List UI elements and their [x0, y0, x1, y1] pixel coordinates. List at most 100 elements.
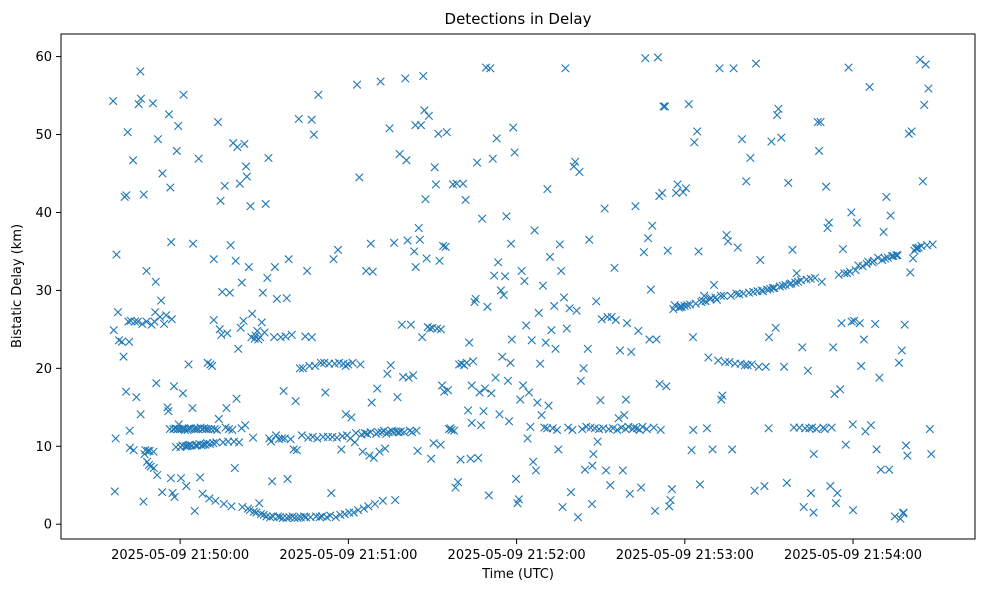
data-point: [690, 138, 699, 147]
data-point: [383, 369, 392, 378]
data-point: [918, 177, 928, 186]
data-point: [809, 449, 818, 459]
data-point: [307, 332, 317, 342]
data-point: [813, 117, 822, 127]
data-point: [275, 512, 285, 522]
data-point: [622, 318, 632, 328]
data-point: [257, 318, 266, 327]
data-point: [325, 511, 335, 520]
data-point: [767, 137, 776, 146]
data-point: [821, 182, 831, 191]
data-point: [629, 423, 639, 432]
data-point: [205, 494, 214, 503]
data-point: [704, 353, 713, 362]
data-point: [152, 470, 162, 480]
data-point: [223, 329, 232, 338]
data-point: [788, 245, 797, 255]
data-point: [663, 246, 672, 255]
data-point: [256, 509, 266, 519]
data-point: [209, 315, 218, 325]
data-point: [241, 162, 251, 171]
data-point: [231, 256, 240, 265]
data-point: [463, 406, 473, 415]
data-point: [411, 262, 420, 272]
data-point: [483, 302, 492, 311]
data-point: [618, 466, 628, 475]
data-point: [859, 335, 869, 344]
data-point: [754, 362, 764, 371]
data-point: [576, 376, 585, 385]
data-point: [202, 438, 212, 448]
data-point: [361, 266, 371, 276]
data-point: [492, 134, 501, 143]
data-point: [711, 293, 720, 302]
data-point: [218, 287, 227, 297]
data-point: [908, 254, 918, 263]
data-point: [117, 337, 127, 347]
data-point: [396, 427, 405, 436]
data-point: [253, 326, 262, 336]
data-point: [370, 499, 380, 509]
data-point: [438, 241, 448, 251]
data-point: [359, 504, 368, 513]
data-point: [261, 199, 270, 209]
data-point: [897, 346, 907, 355]
data-point: [466, 454, 475, 463]
data-point: [420, 106, 429, 115]
data-point: [708, 445, 717, 454]
data-point: [442, 128, 451, 137]
data-point: [774, 104, 783, 114]
data-point: [487, 389, 496, 398]
data-point: [506, 358, 515, 368]
data-point: [691, 299, 700, 308]
data-point: [431, 180, 441, 189]
data-point: [652, 335, 661, 344]
data-point: [695, 480, 705, 489]
data-point: [646, 285, 656, 294]
data-point: [927, 449, 936, 459]
data-point: [504, 417, 514, 426]
data-point: [272, 294, 282, 304]
data-point: [514, 495, 524, 504]
data-point: [533, 398, 542, 407]
data-point: [148, 99, 158, 108]
data-point: [841, 440, 850, 449]
data-point: [699, 291, 709, 301]
data-point: [543, 184, 552, 194]
data-point: [429, 438, 438, 448]
data-point: [671, 188, 681, 198]
data-point: [123, 128, 132, 137]
data-point: [211, 496, 220, 506]
data-point: [588, 461, 597, 470]
data-point: [179, 90, 188, 99]
data-point: [896, 514, 905, 523]
data-point: [747, 360, 757, 369]
data-point: [746, 153, 755, 163]
data-point: [468, 357, 478, 366]
data-point: [475, 388, 484, 397]
data-point: [770, 283, 779, 293]
data-point: [491, 373, 500, 382]
data-point: [166, 183, 175, 192]
data-point: [174, 121, 183, 131]
data-point: [495, 410, 504, 419]
data-point: [653, 53, 663, 62]
data-point: [823, 223, 832, 233]
data-point: [205, 439, 215, 449]
data-point: [212, 425, 222, 435]
data-point: [289, 445, 298, 454]
data-point: [294, 114, 303, 124]
data-point: [717, 395, 726, 404]
data-point: [827, 423, 836, 432]
data-point: [511, 474, 521, 484]
data-point: [645, 335, 654, 344]
data-point: [412, 426, 421, 435]
data-point: [375, 447, 384, 456]
data-point: [620, 410, 629, 420]
data-point: [397, 320, 407, 329]
data-point: [716, 291, 726, 301]
data-point: [715, 64, 724, 73]
data-point: [225, 288, 234, 297]
data-point: [242, 172, 252, 181]
data-point: [113, 308, 123, 317]
